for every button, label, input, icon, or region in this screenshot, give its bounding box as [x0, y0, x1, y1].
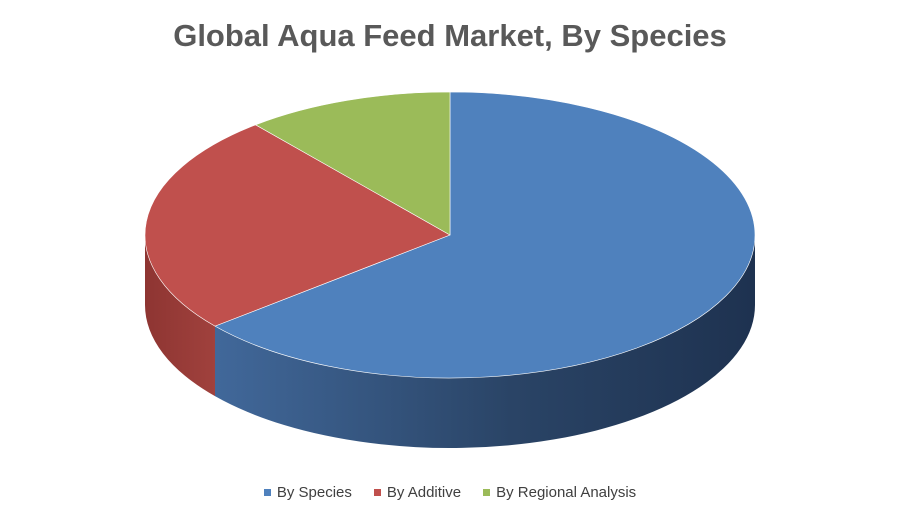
legend-swatch — [263, 489, 271, 496]
legend-swatch — [483, 489, 491, 496]
legend-label: By Regional Analysis — [496, 484, 637, 501]
chart-legend: By Species By Additive By Regional Analysi… — [0, 484, 900, 501]
legend-item-by-additive: By Additive — [373, 484, 462, 501]
legend-item-by-regional-analysis: By Regional Analysis — [483, 484, 636, 501]
pie-side-by-species — [214, 235, 755, 449]
chart-title: Global Aqua Feed Market, By Species — [173, 18, 727, 53]
legend-label: By Additive — [386, 484, 462, 501]
pie-slice-by-species — [214, 91, 756, 379]
legend-swatch — [373, 489, 381, 496]
pie-slice-by-additive — [144, 124, 451, 327]
pie-side-by-additive — [145, 235, 215, 397]
pie-slice-by-regional-analysis — [255, 91, 451, 236]
legend-item-by-species: By Species — [263, 484, 352, 501]
legend-label: By Species — [276, 484, 352, 501]
